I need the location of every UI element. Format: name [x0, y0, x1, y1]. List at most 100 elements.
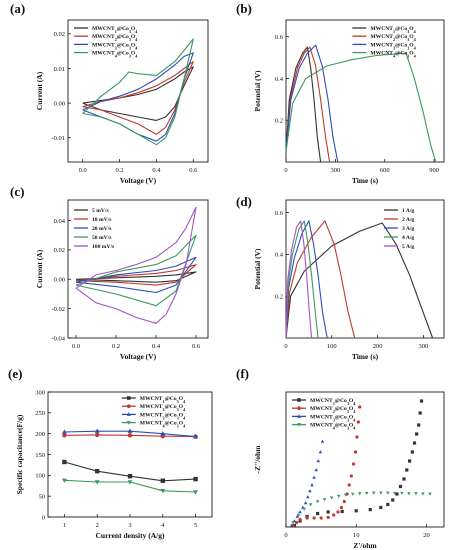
series-line: [285, 220, 356, 339]
plot-frame: [67, 19, 209, 163]
x-tick-label: 900: [429, 167, 439, 174]
legend-label-part: O: [131, 26, 136, 32]
legend-label-part: 3: [393, 45, 395, 50]
panel-label-e: (e): [8, 366, 22, 381]
legend-label-part: 3: [407, 29, 409, 34]
series-1: [285, 220, 356, 339]
legend-label-part: @Co: [395, 34, 407, 40]
series-4: [75, 206, 197, 324]
legend-label-part: @Co: [165, 421, 177, 427]
series-line: [82, 52, 194, 142]
legend-label: MWCNT4@Co3O4: [92, 51, 138, 59]
legend-label-part: 4: [135, 29, 138, 34]
data-point: [316, 511, 320, 516]
data-point: [322, 498, 327, 502]
legend-label-part: 1: [162, 399, 164, 404]
legend: MWCNT1@Co3O4MWCNT2@Co3O4MWCNT3@Co3O4MWCN…: [74, 26, 138, 58]
legend-label: 100 mV/s: [92, 244, 115, 250]
x-axis-label: Current density (A/g): [95, 531, 165, 540]
data-point: [316, 459, 321, 463]
y-tick-label: 0: [42, 514, 45, 521]
legend-label-part: 3: [177, 423, 179, 428]
panel-f: (f)0 10 20Z'/ohm-Z''/ohmMWCNT1@Co3O4MWCNT2…: [236, 366, 445, 550]
legend-label-part: O: [131, 51, 136, 57]
y-tick-label: 200: [35, 431, 45, 438]
legend-label-part: MWCNT: [92, 51, 115, 57]
series-line: [285, 46, 331, 163]
legend-label: MWCNT2@Co3O4: [140, 404, 186, 412]
legend-label-part: @Co: [165, 404, 177, 410]
legend-label-part: 4: [414, 45, 417, 50]
series-3: [285, 52, 437, 163]
data-point: [354, 509, 358, 513]
x-axis-label: Time (s): [352, 352, 379, 361]
data-point: [295, 514, 299, 518]
data-point: [410, 450, 414, 454]
legend-label-part: 1: [393, 29, 395, 34]
data-point: [357, 492, 362, 496]
legend-label-part: MWCNT: [310, 406, 333, 412]
legend-label: 1 A/g: [402, 208, 414, 214]
legend: 5 mV/s 10 mV/s 20 mV/s 50 mV/s 100 mV/s: [74, 208, 115, 250]
data-point: [407, 492, 411, 496]
series-2: [289, 439, 325, 527]
legend-label-part: @Co: [165, 396, 177, 402]
legend-label-part: 3: [347, 401, 349, 406]
legend-label-part: MWCNT: [370, 34, 393, 40]
y-tick-label: -0.02: [51, 306, 65, 313]
legend-label: 2 A/g: [402, 217, 414, 223]
legend-label-part: @Co: [335, 414, 347, 420]
series-line: [285, 52, 437, 163]
legend-label-part: MWCNT: [370, 42, 393, 48]
data-point: [419, 399, 424, 403]
legend-label: MWCNT2@Co3O4: [310, 406, 356, 414]
legend-label-part: 4: [183, 407, 186, 412]
x-axis-label: Time (s): [352, 176, 379, 185]
x-tick-label: 200: [373, 343, 383, 350]
series-line: [285, 220, 313, 339]
legend-label-part: 4: [333, 425, 336, 430]
data-point: [319, 516, 323, 520]
legend-label-part: 4: [183, 399, 186, 404]
data-point: [61, 429, 67, 434]
y-tick-label: 250: [35, 410, 45, 417]
series-2: [285, 44, 339, 163]
data-point: [315, 500, 320, 504]
y-tick-label: 0.00: [54, 277, 65, 284]
legend-label-part: @Co: [335, 398, 347, 404]
data-point: [368, 508, 372, 512]
legend-marker: [297, 414, 301, 418]
legend-label-part: O: [179, 421, 184, 427]
series-line: [75, 271, 197, 283]
data-point: [343, 493, 348, 497]
x-tick-label: 300: [419, 343, 429, 350]
legend-label-part: 3: [129, 37, 131, 42]
data-point: [308, 503, 313, 507]
y-tick-label: 300: [35, 389, 45, 396]
legend-label: 3 A/g: [402, 226, 414, 232]
legend-label: MWCNT3@Co3O4: [92, 42, 138, 50]
legend-label-part: 4: [183, 415, 186, 420]
data-point: [291, 521, 295, 525]
legend-label-part: 4: [353, 409, 356, 414]
data-point: [379, 491, 383, 495]
data-point: [402, 477, 406, 481]
x-tick-label: 0: [284, 532, 287, 539]
legend-label-part: 4: [135, 37, 138, 42]
legend-marker: [126, 421, 131, 425]
x-tick-label: 20: [423, 532, 430, 539]
legend-marker: [126, 412, 131, 416]
series-3: [291, 491, 432, 525]
y-tick-label: 0.02: [54, 247, 65, 254]
legend-label-part: 2: [162, 407, 164, 412]
legend-label: MWCNT4@Co3O4: [370, 51, 416, 59]
legend-label-part: @Co: [335, 406, 347, 412]
data-point: [95, 468, 100, 474]
series-0: [285, 222, 434, 339]
y-axis-label: -Z''/ohm: [253, 445, 262, 474]
x-tick-label: 600: [380, 167, 390, 174]
legend-label: MWCNT1@Co3O4: [140, 396, 186, 404]
panel-label-f: (f): [236, 366, 249, 381]
